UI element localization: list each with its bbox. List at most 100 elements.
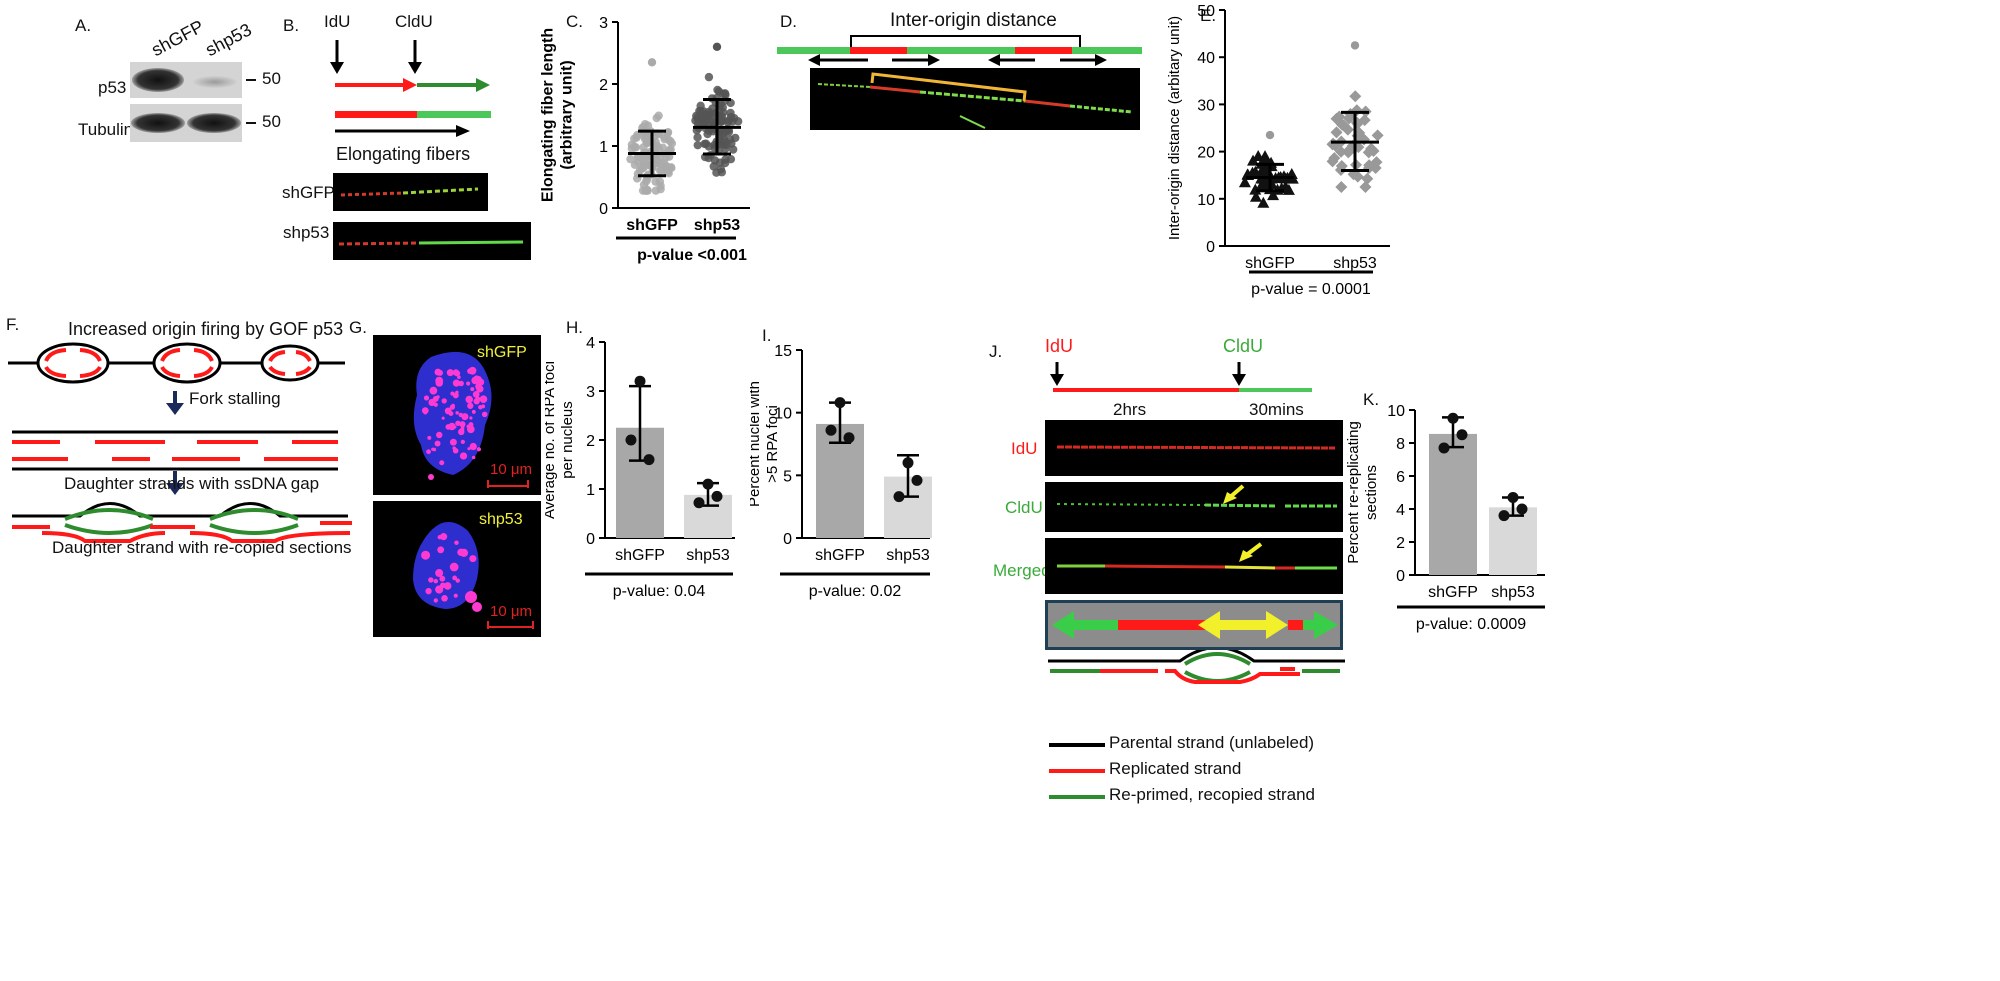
elongating-fibers-caption: Elongating fibers [336, 144, 471, 164]
data-point [692, 111, 701, 121]
rpa-focus [449, 562, 459, 572]
rpa-focus [423, 395, 430, 401]
data-point [1246, 166, 1259, 178]
row-label-p53: p53 [98, 78, 127, 97]
rpa-focus [429, 386, 438, 395]
data-point [1341, 123, 1354, 136]
y-tick-label: 0 [1206, 239, 1215, 256]
data-point [704, 72, 714, 82]
rpa-focus [449, 438, 457, 446]
row-label-tubulin: Tubulin [78, 120, 134, 139]
rpa-focus [479, 395, 488, 404]
data-point [1351, 170, 1364, 183]
category-label: shp53 [886, 547, 930, 564]
rpa-focus [445, 424, 452, 430]
data-point [1438, 442, 1450, 454]
legend-swatch [1049, 743, 1105, 747]
data-point [843, 432, 855, 444]
rpa-focus [423, 411, 427, 415]
fiber-image-merged [1045, 538, 1343, 594]
re-replication-diagram [1048, 650, 1345, 684]
data-point [721, 90, 730, 100]
rpa-focus [471, 455, 476, 460]
data-point [656, 184, 665, 194]
data-point [902, 457, 914, 469]
rpa-focus [433, 598, 439, 603]
rpa-focus [455, 578, 460, 583]
cldu-label: CldU [395, 12, 433, 31]
panel-letter-i: I. [762, 326, 772, 345]
rpa-focus [439, 533, 448, 541]
rpa-focus [461, 413, 469, 421]
rpa-focus [437, 546, 445, 554]
rpa-focus [435, 376, 444, 385]
rpa-focus [439, 460, 445, 466]
category-label: shp53 [1333, 255, 1377, 272]
data-point [658, 143, 667, 152]
rpa-focus [425, 588, 432, 595]
inter-origin-title: Inter-origin distance [890, 10, 1057, 31]
rpa-focus [473, 391, 480, 398]
y-tick-label: 30 [1197, 97, 1215, 114]
data-point [1370, 156, 1383, 169]
y-axis-label: Inter-origin distance (arbitary unit) [1166, 16, 1183, 240]
rpa-focus [454, 540, 459, 545]
rpa-focus [472, 602, 482, 612]
idu-label: IdU [1045, 336, 1074, 356]
data-point [630, 142, 639, 152]
time-label-30mins: 30mins [1249, 400, 1304, 419]
data-point [1359, 181, 1372, 193]
rpa-focus [467, 447, 471, 451]
panel-letter-h: H. [566, 318, 583, 337]
chart-h: 0 1 2 3 4 Average no. of RPA fociper nucleus s… [545, 335, 735, 600]
rpa-focus [452, 575, 458, 581]
rpa-focus [469, 555, 477, 563]
rpa-focus [432, 447, 437, 452]
rpa-focus [460, 439, 465, 444]
rpa-focus [470, 387, 475, 392]
row-label-idu: IdU [1011, 439, 1038, 458]
fiber-image-shgfp [333, 173, 488, 211]
category-label: shGFP [1245, 255, 1295, 272]
y-tick-label: 4 [586, 335, 595, 352]
rpa-focus [478, 404, 483, 410]
data-point [698, 116, 708, 126]
data-point [634, 375, 646, 387]
data-point [1358, 114, 1371, 127]
rpa-focus [459, 421, 466, 428]
data-point [1516, 503, 1528, 515]
data-point [704, 111, 713, 121]
row-label-cldu: CldU [1005, 498, 1043, 517]
blot-image [130, 62, 256, 142]
rpa-focus [433, 578, 439, 584]
rpa-focus [469, 442, 477, 451]
rpa-focus [481, 411, 488, 418]
data-point [625, 434, 637, 446]
panel-letter-k: K. [1363, 390, 1380, 409]
data-point [1447, 412, 1459, 424]
rpa-focus [452, 392, 459, 399]
data-point [1498, 510, 1510, 522]
rpa-focus [446, 369, 454, 377]
data-point [1456, 429, 1468, 441]
data-point [700, 139, 709, 149]
rpa-focus [452, 379, 460, 387]
category-label: shGFP [1428, 584, 1478, 601]
y-tick-label: 6 [1396, 469, 1405, 486]
rpa-focus [429, 401, 433, 406]
y-axis-label: Percent re-replicatingsections [1345, 421, 1380, 564]
y-tick-label: 20 [1197, 145, 1215, 162]
fiber-image-shp53 [333, 222, 531, 260]
scale-bar-label: 10 μm [490, 461, 532, 478]
rpa-focus [457, 548, 465, 556]
fiber-image-idu [1045, 420, 1343, 476]
y-axis-label: Average no. of RPA fociper nucleus [545, 361, 576, 519]
data-point [1352, 141, 1365, 154]
category-label: shp53 [1491, 584, 1535, 601]
time-label-2hrs: 2hrs [1113, 400, 1147, 419]
rpa-focus [466, 425, 475, 434]
y-axis-label: Percent nuclei with>5 RPA foci [750, 381, 781, 507]
data-point [711, 490, 723, 502]
panel-letter-c: C. [566, 12, 583, 31]
data-point [637, 163, 646, 173]
